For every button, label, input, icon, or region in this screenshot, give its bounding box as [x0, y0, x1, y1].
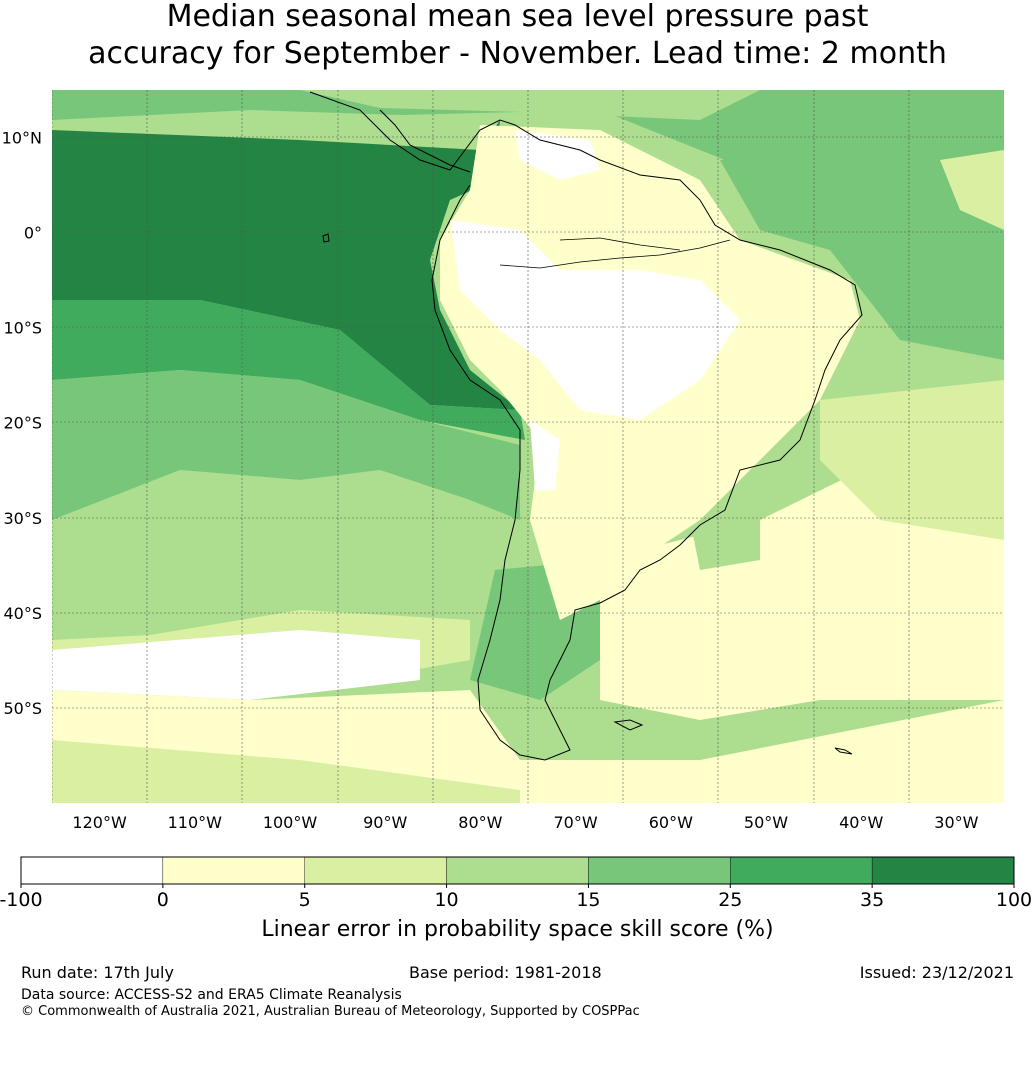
colorbar-segment — [20, 856, 164, 885]
colorbar-tick-label: -100 — [0, 889, 43, 911]
longitude-label: 110°W — [168, 813, 223, 832]
colorbar — [20, 856, 1015, 885]
colorbar-tick-label: 0 — [157, 889, 169, 911]
falkland-islands — [613, 719, 644, 731]
colorbar-segment — [730, 856, 873, 885]
region-atlantic-light — [940, 150, 1004, 230]
region-andes-white — [530, 420, 560, 490]
latitude-label: 20°S — [3, 414, 42, 433]
longitude-label: 30°W — [934, 813, 978, 832]
base-period: Base period: 1981-2018 — [409, 963, 602, 982]
colorbar-frame — [20, 856, 1015, 885]
amazon-tributary — [559, 237, 681, 251]
region-south-atlantic-light — [820, 380, 1004, 540]
colorbar-segment — [304, 856, 447, 885]
region-pacific-dark-north — [52, 120, 520, 410]
colorbar-tick-label: 25 — [718, 889, 742, 911]
latitude-label: 10°S — [3, 319, 42, 338]
latitude-label: 0° — [24, 224, 42, 243]
central-america-coastline — [379, 109, 471, 173]
colorbar-tick-label: 15 — [576, 889, 600, 911]
colorbar-label: Linear error in probability space skill … — [261, 917, 774, 942]
region-south-pacific-white — [52, 630, 420, 700]
colorbar-segment — [588, 856, 731, 885]
longitude-label: 80°W — [458, 813, 502, 832]
region-pacific-mid-south — [52, 470, 510, 640]
map-title-line2: accuracy for September - November. Lead … — [88, 36, 947, 71]
data-source: Data source: ACCESS-S2 and ERA5 Climate … — [21, 987, 402, 1003]
longitude-label: 90°W — [363, 813, 407, 832]
latitude-label: 50°S — [3, 699, 42, 718]
latitude-label: 30°S — [3, 509, 42, 528]
colorbar-tick-label: 10 — [434, 889, 458, 911]
south-america-coastline — [309, 91, 863, 761]
region-north-light — [300, 90, 760, 120]
run-date: Run date: 17th July — [21, 963, 174, 982]
colorbar-segment — [162, 856, 305, 885]
region-southern-ocean-band — [52, 740, 520, 803]
galapagos-islands — [322, 233, 330, 243]
latitude-label: 40°S — [3, 604, 42, 623]
copyright-notice: © Commonwealth of Australia 2021, Austra… — [21, 1004, 640, 1019]
longitude-label: 60°W — [649, 813, 693, 832]
south-georgia-island — [834, 747, 853, 755]
latitude-labels: 10°N 0° 10°S 20°S 30°S 40°S 50°S — [2, 129, 42, 718]
amazon-river — [499, 239, 731, 269]
region-colombia-white — [515, 130, 600, 180]
colorbar-ticks: -100 0 5 10 15 25 35 100 — [0, 884, 1032, 911]
region-pacific-medium — [52, 300, 525, 440]
longitude-label: 70°W — [554, 813, 598, 832]
region-river-plate — [690, 520, 760, 570]
colorbar-tick-label: 100 — [996, 889, 1032, 911]
longitude-labels: 120°W 110°W 100°W 90°W 80°W 70°W 60°W 50°W 40°W 3… — [72, 813, 978, 832]
latitude-label: 10°N — [2, 129, 42, 148]
map-area — [52, 90, 1004, 803]
map-title-line1: Median seasonal mean sea level pressure … — [166, 0, 869, 34]
colorbar-segment — [446, 856, 589, 885]
issued-date: Issued: 23/12/2021 — [859, 963, 1014, 982]
region-continent-white — [450, 220, 740, 420]
region-atlantic-tropics — [720, 130, 1004, 360]
longitude-label: 50°W — [744, 813, 788, 832]
colorbar-tick-label: 35 — [860, 889, 884, 911]
gridlines — [52, 90, 1004, 803]
colorbar-tick-label: 5 — [299, 889, 311, 911]
region-pacific-south — [52, 370, 520, 520]
longitude-label: 120°W — [72, 813, 127, 832]
longitude-label: 100°W — [263, 813, 318, 832]
longitude-label: 40°W — [839, 813, 883, 832]
colorbar-segment — [871, 856, 1015, 885]
